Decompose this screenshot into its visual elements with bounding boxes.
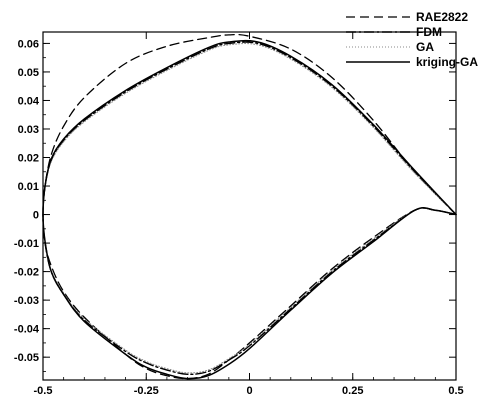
y-tick-label: 0.01 — [18, 181, 39, 193]
y-tick-label: 0.05 — [18, 67, 39, 79]
legend-label: RAE2822 — [416, 10, 468, 24]
x-tick-label: -0.25 — [134, 385, 159, 397]
y-tick-label: -0.02 — [14, 267, 39, 279]
axes: -0.5 -0.25 0 0.25 0.5 0.06 0.05 0.04 0.03 0.02 0.0… — [14, 31, 464, 397]
series-line-fdm — [42, 41, 457, 376]
legend-label: FDM — [416, 25, 442, 39]
y-tick-label: -0.03 — [14, 295, 39, 307]
x-tick-label: 0.25 — [342, 385, 363, 397]
y-tick-label: 0.06 — [18, 38, 39, 50]
y-tick-label: 0 — [33, 210, 39, 222]
x-tick-label: 0 — [246, 385, 252, 397]
y-tick-label: -0.01 — [14, 238, 39, 250]
y-tick-label: 0.04 — [18, 95, 40, 107]
legend-label: GA — [416, 40, 434, 54]
y-tick-label: -0.05 — [14, 352, 39, 364]
x-tick-label: -0.5 — [34, 385, 53, 397]
series-layer — [42, 33, 457, 380]
series-line-rae2822 — [42, 33, 457, 380]
plot-frame — [42, 31, 457, 381]
legend-label: kriging-GA — [416, 55, 478, 69]
y-tick-label: 0.03 — [18, 124, 39, 136]
y-tick-label: -0.04 — [14, 324, 40, 336]
x-tick-label: 0.5 — [448, 385, 463, 397]
y-tick-label: 0.02 — [18, 153, 39, 165]
series-line-ga — [42, 43, 457, 374]
series-line-kriging-ga — [42, 39, 457, 380]
